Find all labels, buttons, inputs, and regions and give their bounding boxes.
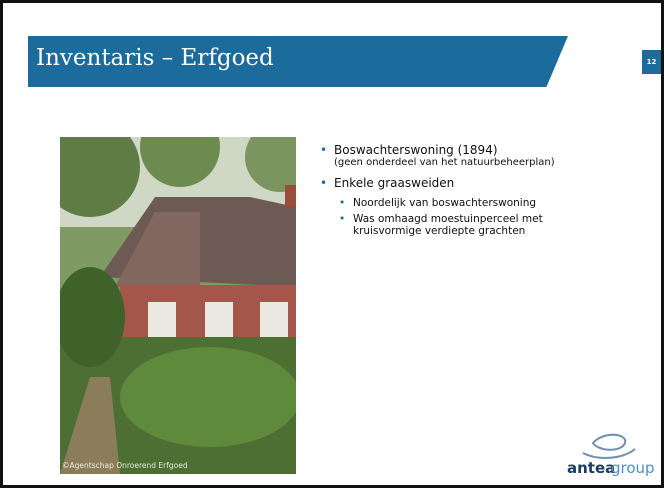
bullet: Boswachterswoning (1894)(geen onderdeel … xyxy=(317,143,557,169)
bullet-text: Enkele graasweiden xyxy=(334,176,557,190)
slide: Inventaris – Erfgoed 12 ©Agentschap Onro… xyxy=(0,0,664,488)
logo-suffix: group xyxy=(611,459,655,477)
sub-bullet: Noordelijk van boswachterswoning xyxy=(317,197,557,209)
bullet-list: Boswachterswoning (1894)(geen onderdeel … xyxy=(317,143,557,241)
bullet-note: (geen onderdeel van het natuurbeheerplan… xyxy=(334,157,557,169)
bullet: Enkele graasweiden xyxy=(317,176,557,190)
logo-brand: antea xyxy=(567,459,615,477)
bullet-text: Boswachterswoning (1894) xyxy=(334,143,557,157)
page-number: 12 xyxy=(642,50,661,74)
photo xyxy=(60,137,296,474)
slide-title: Inventaris – Erfgoed xyxy=(36,45,274,71)
photo-caption: ©Agentschap Onroerend Erfgoed xyxy=(62,461,188,470)
logo: antea group xyxy=(563,429,658,479)
sub-bullet: Was omhaagd moestuinperceel met kruisvor… xyxy=(317,213,557,237)
